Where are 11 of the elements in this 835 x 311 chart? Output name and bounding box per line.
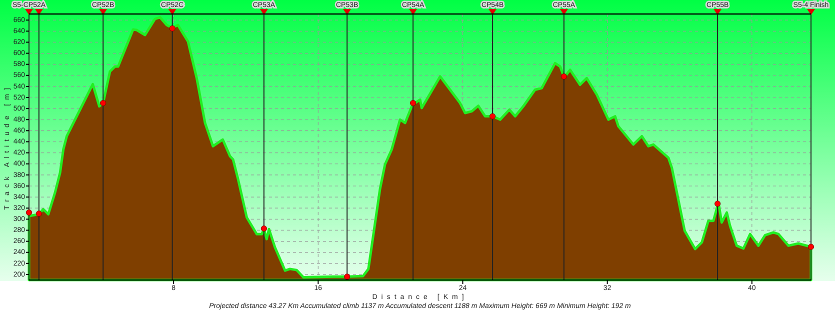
point [26, 209, 32, 216]
point [100, 100, 106, 106]
point [169, 25, 176, 32]
point [490, 113, 496, 120]
point [260, 226, 267, 232]
point [344, 274, 350, 280]
point [410, 100, 416, 106]
point [560, 73, 567, 80]
point [808, 244, 814, 250]
point [36, 210, 42, 217]
point [714, 200, 721, 207]
